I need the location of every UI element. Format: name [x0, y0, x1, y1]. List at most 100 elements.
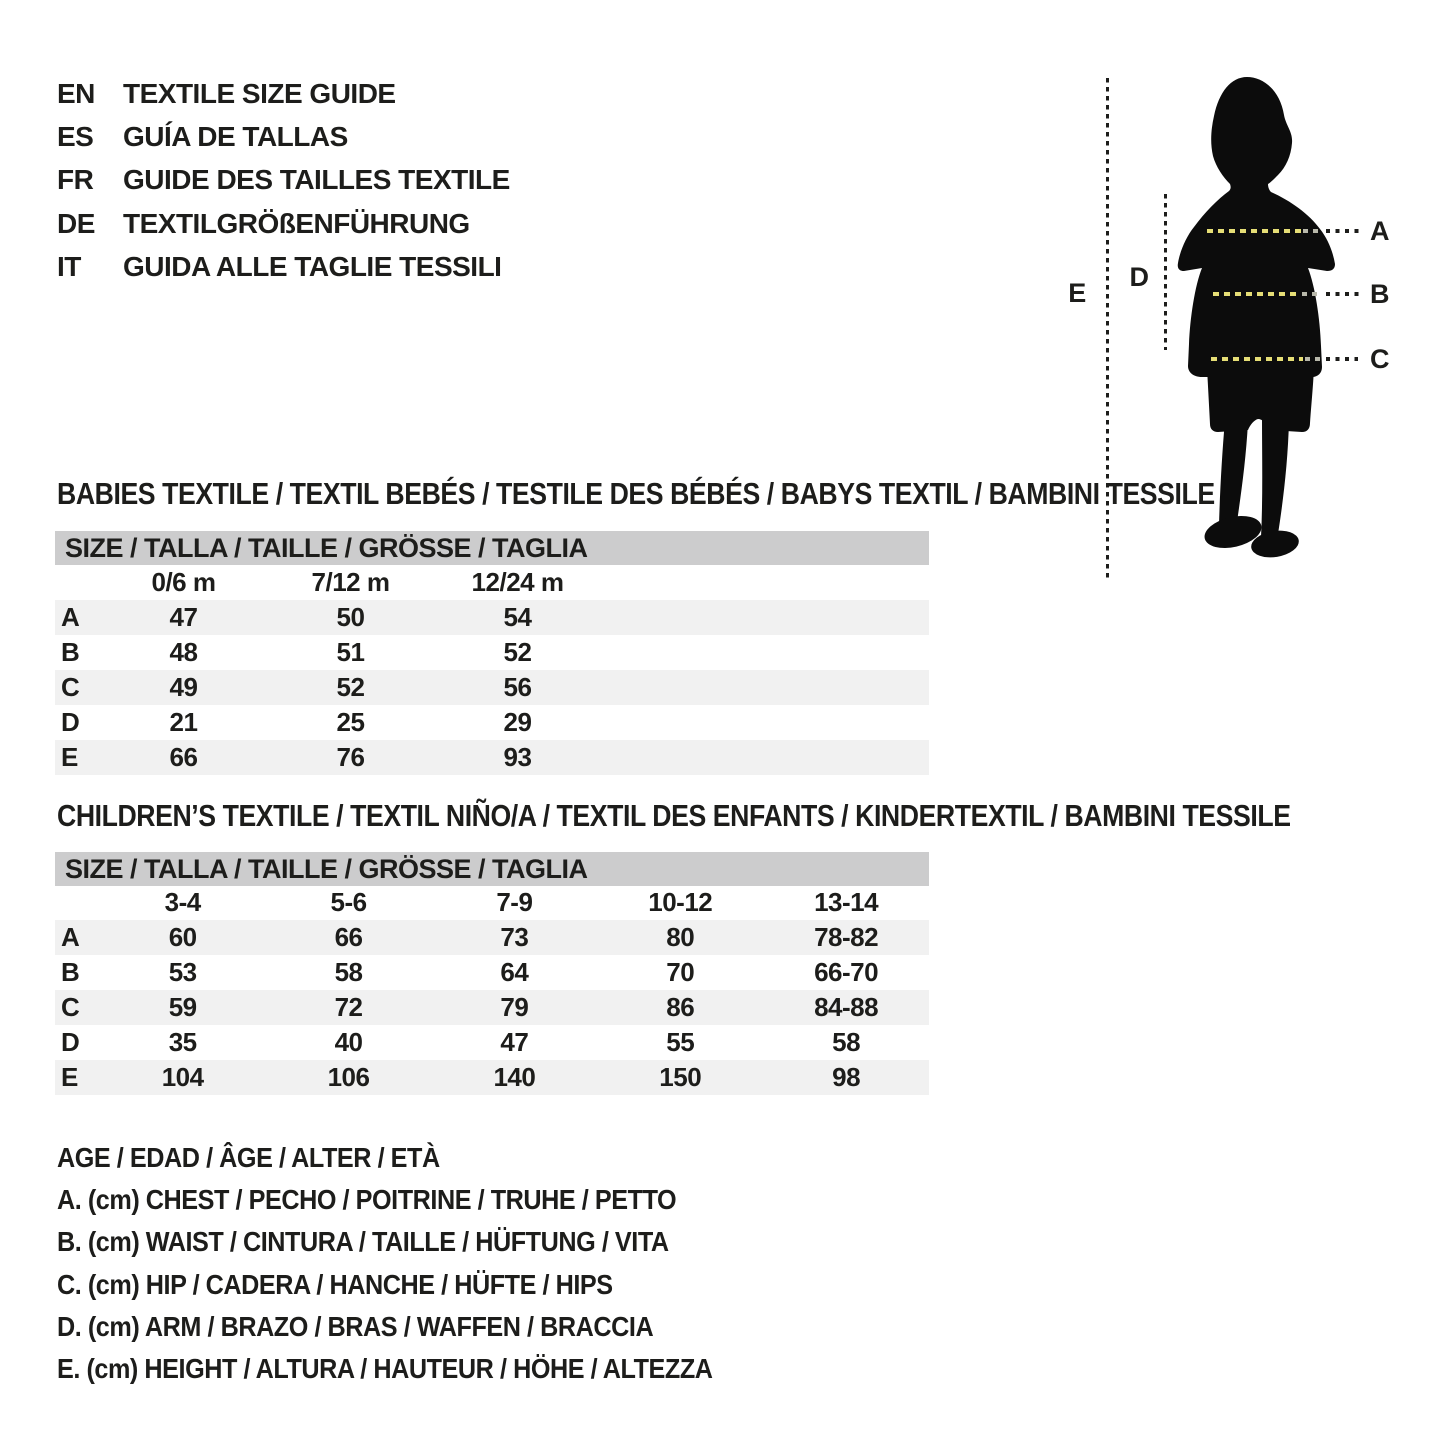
table-cell: 66: [169, 742, 198, 772]
row-label: A: [61, 922, 80, 952]
table-cell: 58: [334, 957, 363, 987]
table-row: A 47 50 54: [55, 600, 929, 635]
measure-label-c: C: [1370, 344, 1390, 374]
column-header: 0/6 m: [151, 567, 217, 597]
table-row: D 21 25 29: [55, 705, 929, 740]
table-cell: 64: [500, 957, 529, 987]
table-row: B 48 51 52: [55, 635, 929, 670]
measure-label-a: A: [1370, 216, 1390, 246]
column-header: 5-6: [330, 887, 367, 917]
babies-size-header-bar: SIZE / TALLA / TAILLE / GRÖSSE / TAGLIA: [55, 531, 929, 565]
table-cell: 47: [500, 1027, 529, 1057]
measure-label-e: E: [1068, 278, 1086, 308]
table-cell: 21: [169, 707, 198, 737]
language-title: TEXTILGRÖßENFÜHRUNG: [123, 207, 470, 239]
language-title: GUIDE DES TAILLES TEXTILE: [123, 164, 510, 196]
table-cell: 78-82: [814, 922, 879, 952]
chest-dash-fade: [1303, 229, 1321, 233]
row-label: E: [61, 1062, 78, 1092]
table-cell: 56: [503, 672, 532, 702]
table-cell: 140: [493, 1062, 536, 1092]
legend-line: C. (cm) HIP / CADERA / HANCHE / HÜFTE / …: [57, 1268, 613, 1300]
language-title: GUIDA ALLE TAGLIE TESSILI: [123, 250, 502, 282]
table-cell: 50: [336, 602, 365, 632]
table-cell: 70: [666, 957, 695, 987]
language-code: FR: [57, 164, 94, 196]
table-cell: 104: [161, 1062, 204, 1092]
row-label: B: [61, 637, 80, 667]
table-row: B 53 58 64 70 66-70: [55, 955, 929, 990]
child-silhouette: [1177, 77, 1335, 558]
table-cell: 72: [334, 992, 363, 1022]
table-cell: 58: [832, 1027, 861, 1057]
hip-dash-line: [1211, 357, 1303, 361]
table-row: E 104 106 140 150 98: [55, 1060, 929, 1095]
column-header-row: 0/6 m 7/12 m 12/24 m: [55, 565, 929, 600]
measure-label-d: D: [1129, 262, 1150, 292]
column-header: 3-4: [164, 887, 202, 917]
language-row: IT GUIDA ALLE TAGLIE TESSILI: [57, 245, 510, 288]
legend-line: AGE / EDAD / ÂGE / ALTER / ETÀ: [57, 1142, 440, 1173]
table-cell: 47: [169, 602, 198, 632]
row-label: E: [61, 742, 78, 772]
table-cell: 54: [503, 602, 532, 632]
table-cell: 79: [500, 992, 529, 1022]
column-header: 12/24 m: [471, 567, 564, 597]
measure-label-b: B: [1370, 279, 1390, 309]
language-code: IT: [57, 250, 81, 282]
children-section-title: CHILDREN’S TEXTILE / TEXTIL NIÑO/A / TEX…: [57, 798, 1291, 833]
measurement-legend: AGE / EDAD / ÂGE / ALTER / ETÀ A. (cm) C…: [57, 1137, 785, 1390]
table-cell: 80: [666, 922, 695, 952]
language-code: DE: [57, 207, 95, 239]
table-row: E 66 76 93: [55, 740, 929, 775]
language-code: ES: [57, 120, 94, 152]
silhouette-left-shoe: [1204, 515, 1262, 549]
language-row: ES GUÍA DE TALLAS: [57, 115, 510, 158]
table-cell: 86: [666, 992, 695, 1022]
row-label: B: [61, 957, 80, 987]
language-row: EN TEXTILE SIZE GUIDE: [57, 72, 510, 115]
silhouette-right-leg: [1261, 418, 1289, 537]
hip-leader-dots: [1326, 357, 1358, 361]
children-size-header-bar: SIZE / TALLA / TAILLE / GRÖSSE / TAGLIA: [55, 852, 929, 886]
table-cell: 40: [334, 1027, 363, 1057]
column-header: 13-14: [814, 887, 879, 917]
silhouette-right-shoe: [1251, 530, 1299, 558]
arm-measure-dotted-line: [1164, 194, 1167, 350]
language-code: EN: [57, 77, 95, 109]
table-cell: 55: [666, 1027, 695, 1057]
waist-dash-line: [1213, 292, 1299, 296]
legend-line: A. (cm) CHEST / PECHO / POITRINE / TRUHE…: [57, 1184, 677, 1216]
table-cell: 60: [168, 922, 197, 952]
language-title: TEXTILE SIZE GUIDE: [123, 77, 396, 109]
table-cell: 52: [503, 637, 532, 667]
table-cell: 59: [168, 992, 197, 1022]
legend-line: B. (cm) WAIST / CINTURA / TAILLE / HÜFTU…: [57, 1226, 669, 1258]
table-cell: 52: [336, 672, 365, 702]
language-title: GUÍA DE TALLAS: [123, 120, 348, 152]
table-cell: 98: [832, 1062, 861, 1092]
silhouette-left-leg: [1219, 420, 1248, 525]
column-header: 7-9: [496, 887, 533, 917]
row-label: C: [61, 672, 80, 702]
language-header: EN TEXTILE SIZE GUIDE ES GUÍA DE TALLAS …: [57, 72, 510, 288]
table-cell: 84-88: [814, 992, 879, 1022]
silhouette-head-torso: [1177, 77, 1335, 377]
table-cell: 53: [168, 957, 197, 987]
table-row: D 35 40 47 55 58: [55, 1025, 929, 1060]
table-cell: 29: [503, 707, 532, 737]
table-cell: 35: [168, 1027, 197, 1057]
table-row: A 60 66 73 80 78-82: [55, 920, 929, 955]
table-cell: 93: [503, 742, 532, 772]
table-row: C 59 72 79 86 84-88: [55, 990, 929, 1025]
table-cell: 66-70: [814, 957, 879, 987]
column-header: 7/12 m: [311, 567, 390, 597]
language-row: FR GUIDE DES TAILLES TEXTILE: [57, 159, 510, 202]
table-cell: 66: [334, 922, 363, 952]
table-row: C 49 52 56: [55, 670, 929, 705]
row-label: D: [61, 707, 80, 737]
table-cell: 150: [659, 1062, 702, 1092]
table-cell: 49: [169, 672, 198, 702]
waist-dash-fade: [1302, 292, 1320, 296]
column-header-row: 3-4 5-6 7-9 10-12 13-14: [55, 885, 929, 920]
